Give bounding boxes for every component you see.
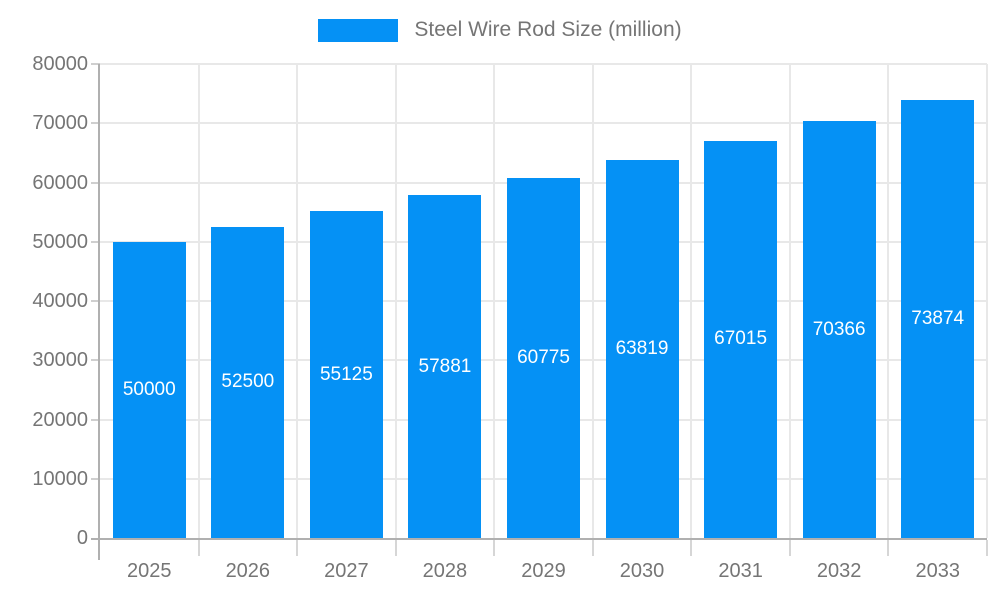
x-axis-tick <box>887 540 890 556</box>
h-gridline <box>100 122 987 125</box>
x-axis-label: 2029 <box>521 560 566 582</box>
bar-2032 <box>802 121 876 538</box>
legend: Steel Wire Rod Size (million) <box>0 18 1000 42</box>
legend-label: Steel Wire Rod Size (million) <box>414 18 682 41</box>
y-axis-line <box>98 64 100 560</box>
v-gridline <box>887 64 890 538</box>
y-axis-tick <box>91 477 100 480</box>
x-axis-tick <box>788 540 791 556</box>
bar-value-label: 57881 <box>418 355 472 377</box>
y-axis-label: 20000 <box>32 408 88 431</box>
bar-value-label: 50000 <box>122 378 176 400</box>
v-gridline <box>986 64 988 538</box>
bar-2027 <box>309 211 383 538</box>
bar-2026 <box>211 226 285 538</box>
bar-2031 <box>704 140 778 538</box>
x-axis-tick <box>591 540 594 556</box>
v-gridline <box>394 64 397 538</box>
x-axis-line <box>91 538 987 540</box>
y-axis-label: 60000 <box>32 171 88 194</box>
legend-swatch <box>318 18 399 42</box>
y-axis-tick <box>91 63 100 65</box>
bar-value-label: 63819 <box>615 337 669 359</box>
x-axis-tick <box>197 540 200 556</box>
v-gridline <box>690 64 693 538</box>
bar-2028 <box>408 195 482 538</box>
x-axis-label: 2030 <box>619 560 665 582</box>
y-axis-tick <box>91 359 100 362</box>
x-axis-label: 2031 <box>718 560 763 582</box>
y-axis-tick <box>91 122 100 125</box>
y-axis-label: 0 <box>76 527 88 549</box>
v-gridline <box>788 64 791 538</box>
y-axis-tick <box>91 418 100 421</box>
x-axis-label: 2025 <box>127 560 172 582</box>
v-gridline <box>591 64 594 538</box>
y-axis-tick <box>91 181 100 184</box>
y-axis-label: 10000 <box>32 467 88 490</box>
v-gridline <box>493 64 496 538</box>
bar-value-label: 73874 <box>911 308 965 330</box>
bar-2033 <box>901 100 975 538</box>
bar-value-label: 52500 <box>221 371 275 393</box>
x-axis-tick <box>690 540 693 556</box>
bar-2025 <box>112 241 186 538</box>
v-gridline <box>197 64 200 538</box>
x-axis-label: 2027 <box>324 560 369 582</box>
x-axis-tick <box>493 540 496 556</box>
y-axis-tick <box>91 300 100 302</box>
y-axis-tick <box>91 240 100 243</box>
bar-value-label: 67015 <box>714 328 768 350</box>
x-axis-label: 2032 <box>816 560 862 582</box>
x-axis-tick <box>394 540 397 556</box>
h-gridline <box>100 63 987 65</box>
y-axis-label: 50000 <box>32 230 88 253</box>
y-axis-label: 70000 <box>32 112 88 135</box>
y-axis-label: 80000 <box>32 53 88 75</box>
bar-2030 <box>605 159 679 538</box>
bar-value-label: 55125 <box>319 363 373 385</box>
bar-2029 <box>507 177 580 538</box>
x-axis-tick <box>986 540 988 556</box>
y-axis-label: 30000 <box>32 349 88 372</box>
x-axis-label: 2033 <box>915 560 960 582</box>
x-axis-tick <box>296 540 299 556</box>
bar-value-label: 60775 <box>517 346 570 368</box>
v-gridline <box>296 64 299 538</box>
x-axis-label: 2026 <box>225 560 271 582</box>
bar-value-label: 70366 <box>812 318 866 340</box>
y-axis-label: 40000 <box>32 290 88 312</box>
x-axis-label: 2028 <box>422 560 468 582</box>
